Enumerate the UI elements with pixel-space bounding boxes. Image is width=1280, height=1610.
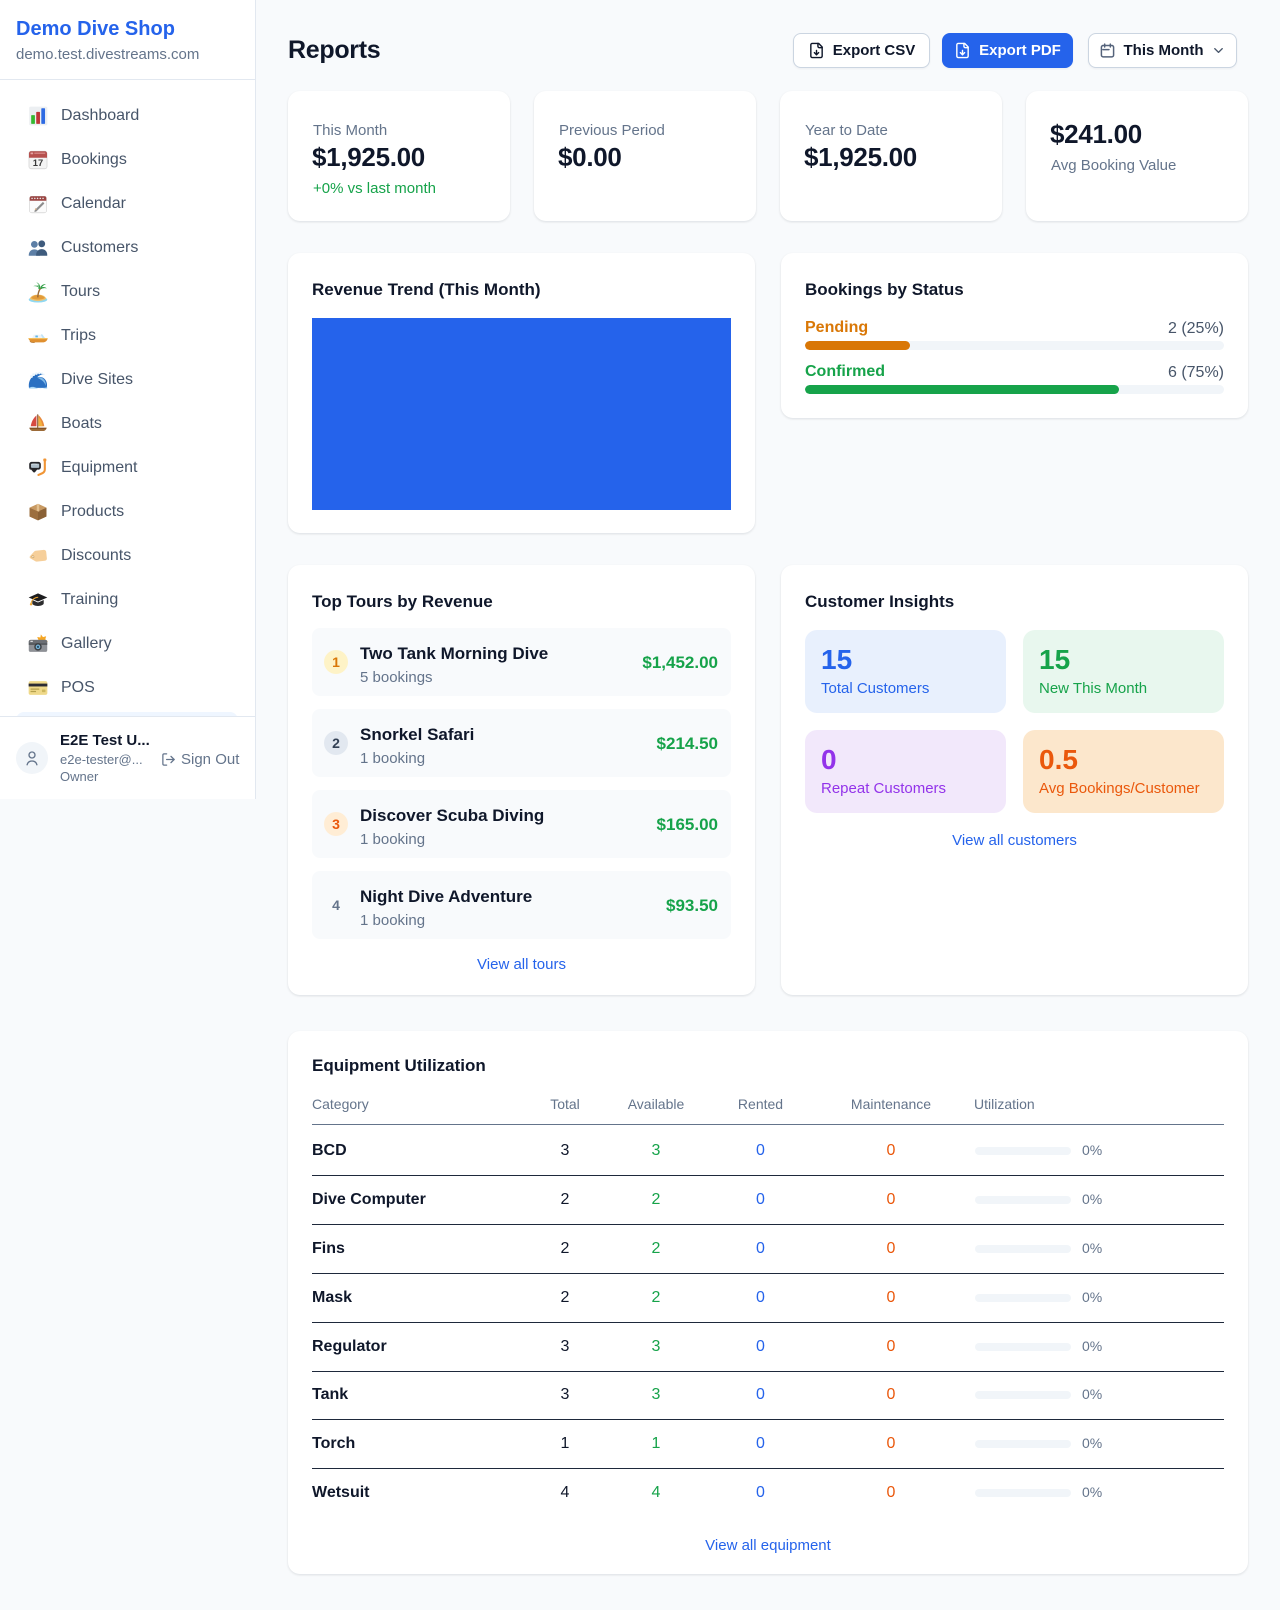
svg-text:17: 17 [33,158,43,168]
